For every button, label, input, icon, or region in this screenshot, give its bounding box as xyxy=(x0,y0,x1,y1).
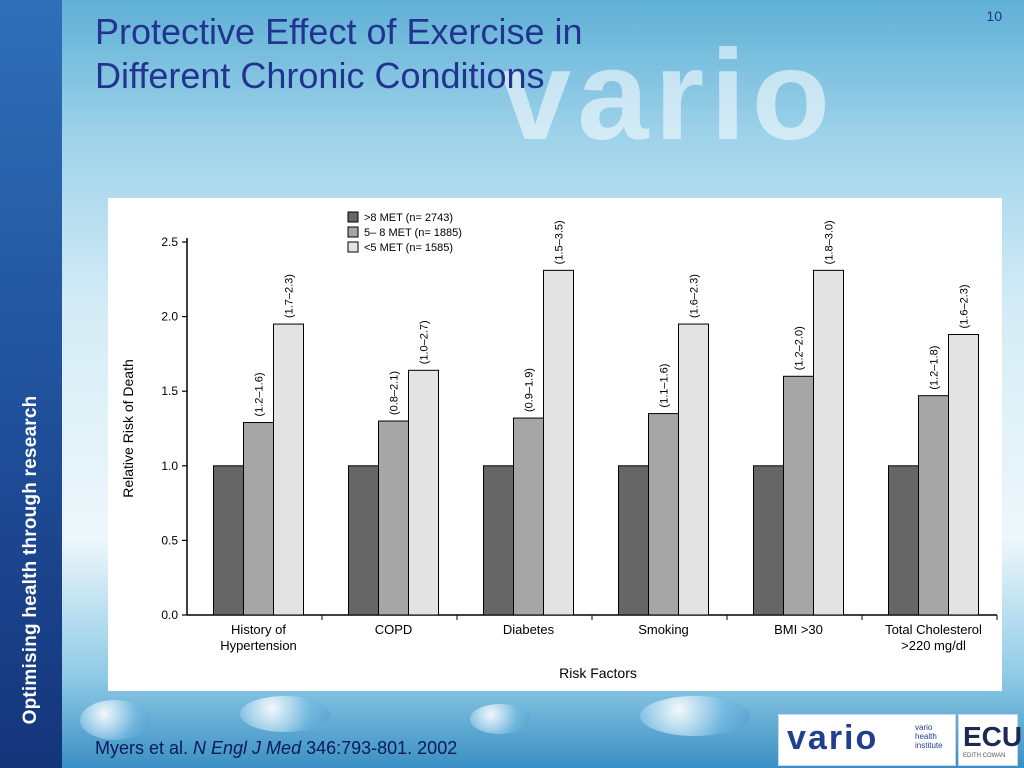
ci-label: (1.2–1.6) xyxy=(254,373,266,417)
y-tick-label: 1.0 xyxy=(161,459,178,473)
bar xyxy=(348,465,379,616)
ecu-logo: ECU EDITH COWAN xyxy=(958,714,1022,766)
ci-label: (1.6–2.3) xyxy=(959,284,971,328)
slide-title: Protective Effect of Exercise in Differe… xyxy=(95,10,735,98)
bar xyxy=(273,323,304,616)
bar-chart: 0.0 0.5 1.0 1.5 2.0 2.5 Relative Risk of Death… xyxy=(120,211,998,681)
legend-label: >8 MET (n= 2743) xyxy=(364,212,453,224)
ci-label: (1.6–2.3) xyxy=(689,274,701,318)
legend-swatch xyxy=(347,226,359,238)
vario-logo-subtitle: vario health institute xyxy=(915,723,943,750)
ci-label: (1.0–2.7) xyxy=(419,320,431,364)
x-tick-label: BMI >30 xyxy=(774,622,823,637)
vario-logo-sub-2: health xyxy=(915,732,937,741)
bar xyxy=(948,334,979,616)
bar xyxy=(618,465,649,616)
legend-swatch xyxy=(347,241,359,253)
y-tick-label: 2.0 xyxy=(161,310,178,324)
x-tick-label: Hypertension xyxy=(220,638,297,653)
y-tick-label: 0.5 xyxy=(161,533,178,547)
citation-authors: Myers et al. xyxy=(95,738,194,758)
x-tick-label: History of xyxy=(231,622,286,637)
x-axis-label: Risk Factors xyxy=(559,665,637,681)
title-line-2: Different Chronic Conditions xyxy=(95,55,545,96)
ci-label: (1.8–3.0) xyxy=(824,220,836,264)
bar xyxy=(243,422,274,616)
decor-bubble xyxy=(640,696,750,736)
vario-logo-word: vario xyxy=(787,719,879,757)
ci-label: (1.2–1.8) xyxy=(929,346,941,390)
ci-label: (0.9–1.9) xyxy=(524,368,536,412)
legend-label: 5– 8 MET (n= 1885) xyxy=(364,227,462,239)
ci-label: (0.8–2.1) xyxy=(389,371,401,415)
bar xyxy=(513,417,544,616)
x-tick-label: COPD xyxy=(375,622,413,637)
y-tick-label: 1.5 xyxy=(161,384,178,398)
bar xyxy=(543,269,574,616)
y-tick-label: 2.5 xyxy=(161,235,178,249)
slide-number: 10 xyxy=(986,8,1002,24)
x-tick-label: Smoking xyxy=(638,622,689,637)
ecu-logo-subtitle: EDITH COWAN xyxy=(963,753,1006,759)
ci-label: (1.7–2.3) xyxy=(284,274,296,318)
sidebar-band: Optimising health through research xyxy=(0,0,62,768)
bar xyxy=(783,375,814,616)
bar xyxy=(408,369,439,616)
citation: Myers et al. N Engl J Med 346:793-801. 2… xyxy=(95,738,457,759)
sidebar-tagline: Optimising health through research xyxy=(20,395,41,725)
decor-bubble xyxy=(240,696,330,732)
bar xyxy=(918,395,949,616)
vario-logo: vario vario health institute xyxy=(778,714,956,766)
ci-label: (1.5–3.5) xyxy=(554,220,566,264)
bar xyxy=(483,465,514,616)
bar xyxy=(213,465,244,616)
bar xyxy=(378,420,409,616)
y-axis-label: Relative Risk of Death xyxy=(120,359,136,498)
ci-label: (1.1–1.6) xyxy=(659,364,671,408)
x-tick-label: Total Cholesterol xyxy=(885,622,982,637)
x-tick-label: Diabetes xyxy=(503,622,555,637)
decor-bubble xyxy=(470,704,530,734)
y-tick-label: 0.0 xyxy=(161,608,178,622)
bar xyxy=(813,269,844,616)
bar xyxy=(888,465,919,616)
chart-panel: 0.0 0.5 1.0 1.5 2.0 2.5 Relative Risk of Death… xyxy=(108,198,1002,691)
bar xyxy=(648,413,679,616)
legend-swatch xyxy=(347,211,359,223)
background-watermark: vario xyxy=(500,24,836,167)
vario-logo-sub-3: institute xyxy=(915,741,943,750)
x-tick-label: >220 mg/dl xyxy=(901,638,966,653)
ci-label: (1.2–2.0) xyxy=(794,326,806,370)
title-line-1: Protective Effect of Exercise in xyxy=(95,11,583,52)
decor-bubble xyxy=(80,700,150,740)
citation-reference: 346:793-801. 2002 xyxy=(301,738,458,758)
bar xyxy=(678,323,709,616)
vario-logo-sub-1: vario xyxy=(915,723,933,732)
bar xyxy=(753,465,784,616)
citation-journal: N Engl J Med xyxy=(193,738,302,758)
ecu-logo-word: ECU xyxy=(963,721,1023,752)
legend-label: <5 MET (n= 1585) xyxy=(364,242,453,254)
